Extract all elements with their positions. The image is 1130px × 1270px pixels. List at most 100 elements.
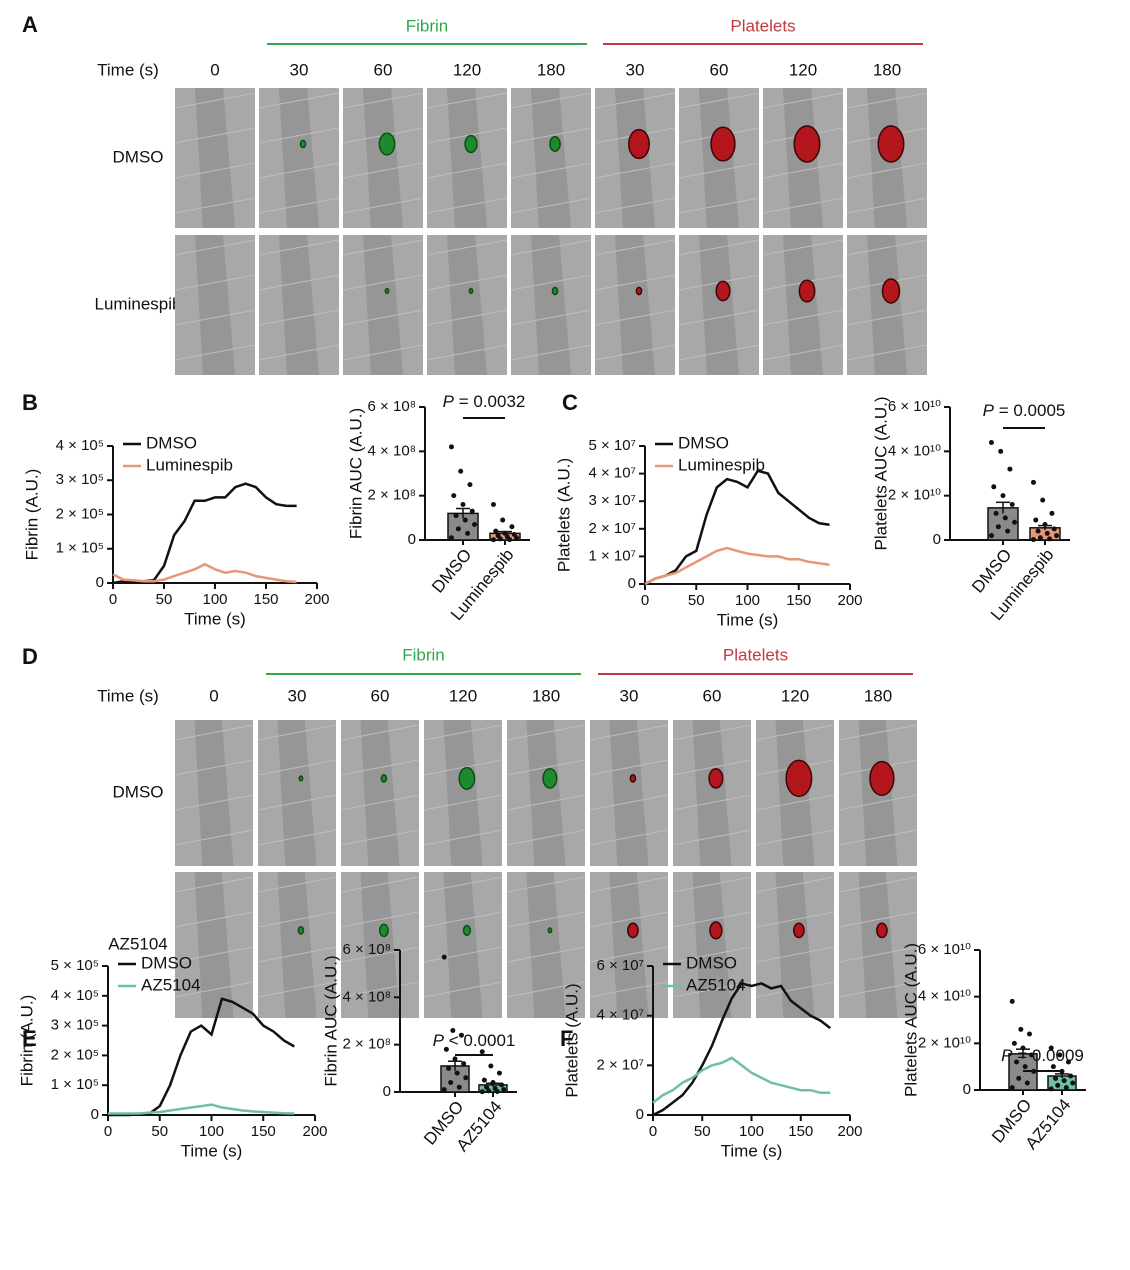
texture <box>510 344 592 361</box>
y-tick-label: 2 × 10⁷ <box>588 520 636 537</box>
panel-letter: D <box>22 644 38 669</box>
data-point <box>465 530 471 536</box>
data-point <box>1029 1052 1035 1058</box>
time-value: 0 <box>210 60 219 79</box>
texture <box>342 92 424 109</box>
data-point <box>1009 502 1015 508</box>
series-line <box>652 1056 831 1104</box>
platelet-signal <box>708 768 724 789</box>
texture <box>510 309 592 326</box>
vessel-band <box>692 872 732 1018</box>
time-label: Time (s) <box>97 60 159 79</box>
texture <box>426 239 508 256</box>
x-tick-label: 200 <box>837 1123 862 1140</box>
p-symbol: P <box>983 401 995 420</box>
vessel-band <box>360 720 400 866</box>
data-point <box>1033 517 1039 523</box>
data-point <box>995 524 1001 530</box>
time-value: 60 <box>710 60 729 79</box>
data-point <box>1048 1086 1054 1092</box>
data-point <box>1009 1085 1015 1091</box>
x-tick-label: 200 <box>837 592 862 609</box>
fibrin-signal <box>462 924 472 936</box>
data-point <box>1011 1040 1017 1046</box>
texture <box>506 794 586 811</box>
platelet-signal <box>793 125 821 163</box>
vessel-band <box>775 872 815 1018</box>
vessel-band <box>194 872 234 1018</box>
data-point <box>988 533 994 539</box>
texture <box>340 911 420 928</box>
legend-label: DMSO <box>141 953 192 972</box>
fibrin-signal <box>547 927 553 934</box>
vessel-band <box>615 235 655 375</box>
vessel-band <box>195 88 235 228</box>
texture <box>340 794 420 811</box>
x-tick-label: 0 <box>104 1123 112 1140</box>
series-line <box>644 469 830 586</box>
texture <box>340 759 420 776</box>
x-tick-label: 100 <box>735 592 760 609</box>
data-point <box>1016 1075 1022 1081</box>
vessel-band <box>858 872 898 1018</box>
texture <box>506 829 586 846</box>
texture <box>423 946 503 963</box>
texture <box>257 794 337 811</box>
vessel-band <box>609 872 649 1018</box>
data-point <box>441 1087 447 1093</box>
vessel-band <box>277 720 317 866</box>
platelet-signal <box>877 125 905 163</box>
y-tick-label: 1 × 10⁵ <box>51 1076 99 1093</box>
p-value: P < 0.0001 <box>433 1031 516 1050</box>
panel-letter: E <box>22 1026 37 1051</box>
legend-label: Luminespib <box>678 455 765 474</box>
data-point <box>486 1088 492 1094</box>
texture <box>594 197 676 214</box>
texture <box>174 946 254 963</box>
texture <box>426 274 508 291</box>
texture <box>589 911 669 928</box>
texture <box>174 127 256 144</box>
texture <box>174 794 254 811</box>
texture <box>672 759 752 776</box>
texture <box>755 876 835 893</box>
texture <box>838 946 918 963</box>
data-point <box>1022 1064 1028 1070</box>
p-value: P = 0.0009 <box>1001 1046 1084 1065</box>
data-point <box>1024 1080 1030 1086</box>
texture <box>838 876 918 893</box>
platelet-signal <box>629 774 637 783</box>
x-tick-label: 0 <box>109 591 117 608</box>
x-tick-label: 100 <box>202 591 227 608</box>
time-value: 180 <box>532 686 560 705</box>
data-point <box>460 502 466 508</box>
data-point <box>463 1075 469 1081</box>
y-axis-label: Fibrin (A.U.) <box>22 469 41 561</box>
x-tick-label: 200 <box>302 1123 327 1140</box>
fibrin-signal <box>380 774 388 783</box>
y-tick-label: 4 × 10⁷ <box>596 1007 644 1024</box>
x-tick-label: 200 <box>304 591 329 608</box>
data-point <box>988 439 994 445</box>
data-point <box>1050 1064 1056 1070</box>
platelet-signal <box>798 279 816 303</box>
fibrin-signal <box>551 286 559 296</box>
texture <box>258 309 340 326</box>
vessel-band <box>277 872 317 1018</box>
data-point <box>1012 519 1018 525</box>
y-tick-label: 0 <box>933 531 941 548</box>
texture <box>589 829 669 846</box>
data-point <box>1065 1059 1071 1065</box>
data-point <box>1051 526 1057 532</box>
texture <box>342 309 424 326</box>
vessel-band <box>526 720 566 866</box>
row-label: AZ5104 <box>108 934 168 953</box>
y-tick-label: 3 × 10⁷ <box>588 492 636 509</box>
p-symbol: P <box>433 1031 445 1050</box>
texture <box>423 876 503 893</box>
data-point <box>1055 1082 1061 1088</box>
texture <box>258 344 340 361</box>
texture <box>594 309 676 326</box>
y-tick-label: 4 × 10⁸ <box>343 988 391 1005</box>
x-tick-label: 150 <box>786 592 811 609</box>
